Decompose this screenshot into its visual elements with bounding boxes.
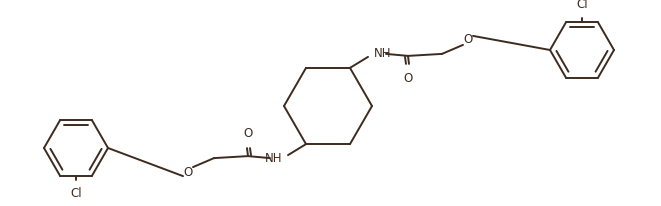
Text: O: O: [183, 166, 192, 179]
Text: Cl: Cl: [576, 0, 588, 11]
Text: NH: NH: [264, 152, 282, 165]
Text: Cl: Cl: [70, 187, 82, 200]
Text: NH: NH: [374, 47, 391, 60]
Text: O: O: [243, 127, 253, 140]
Text: O: O: [463, 33, 473, 46]
Text: O: O: [403, 72, 412, 85]
